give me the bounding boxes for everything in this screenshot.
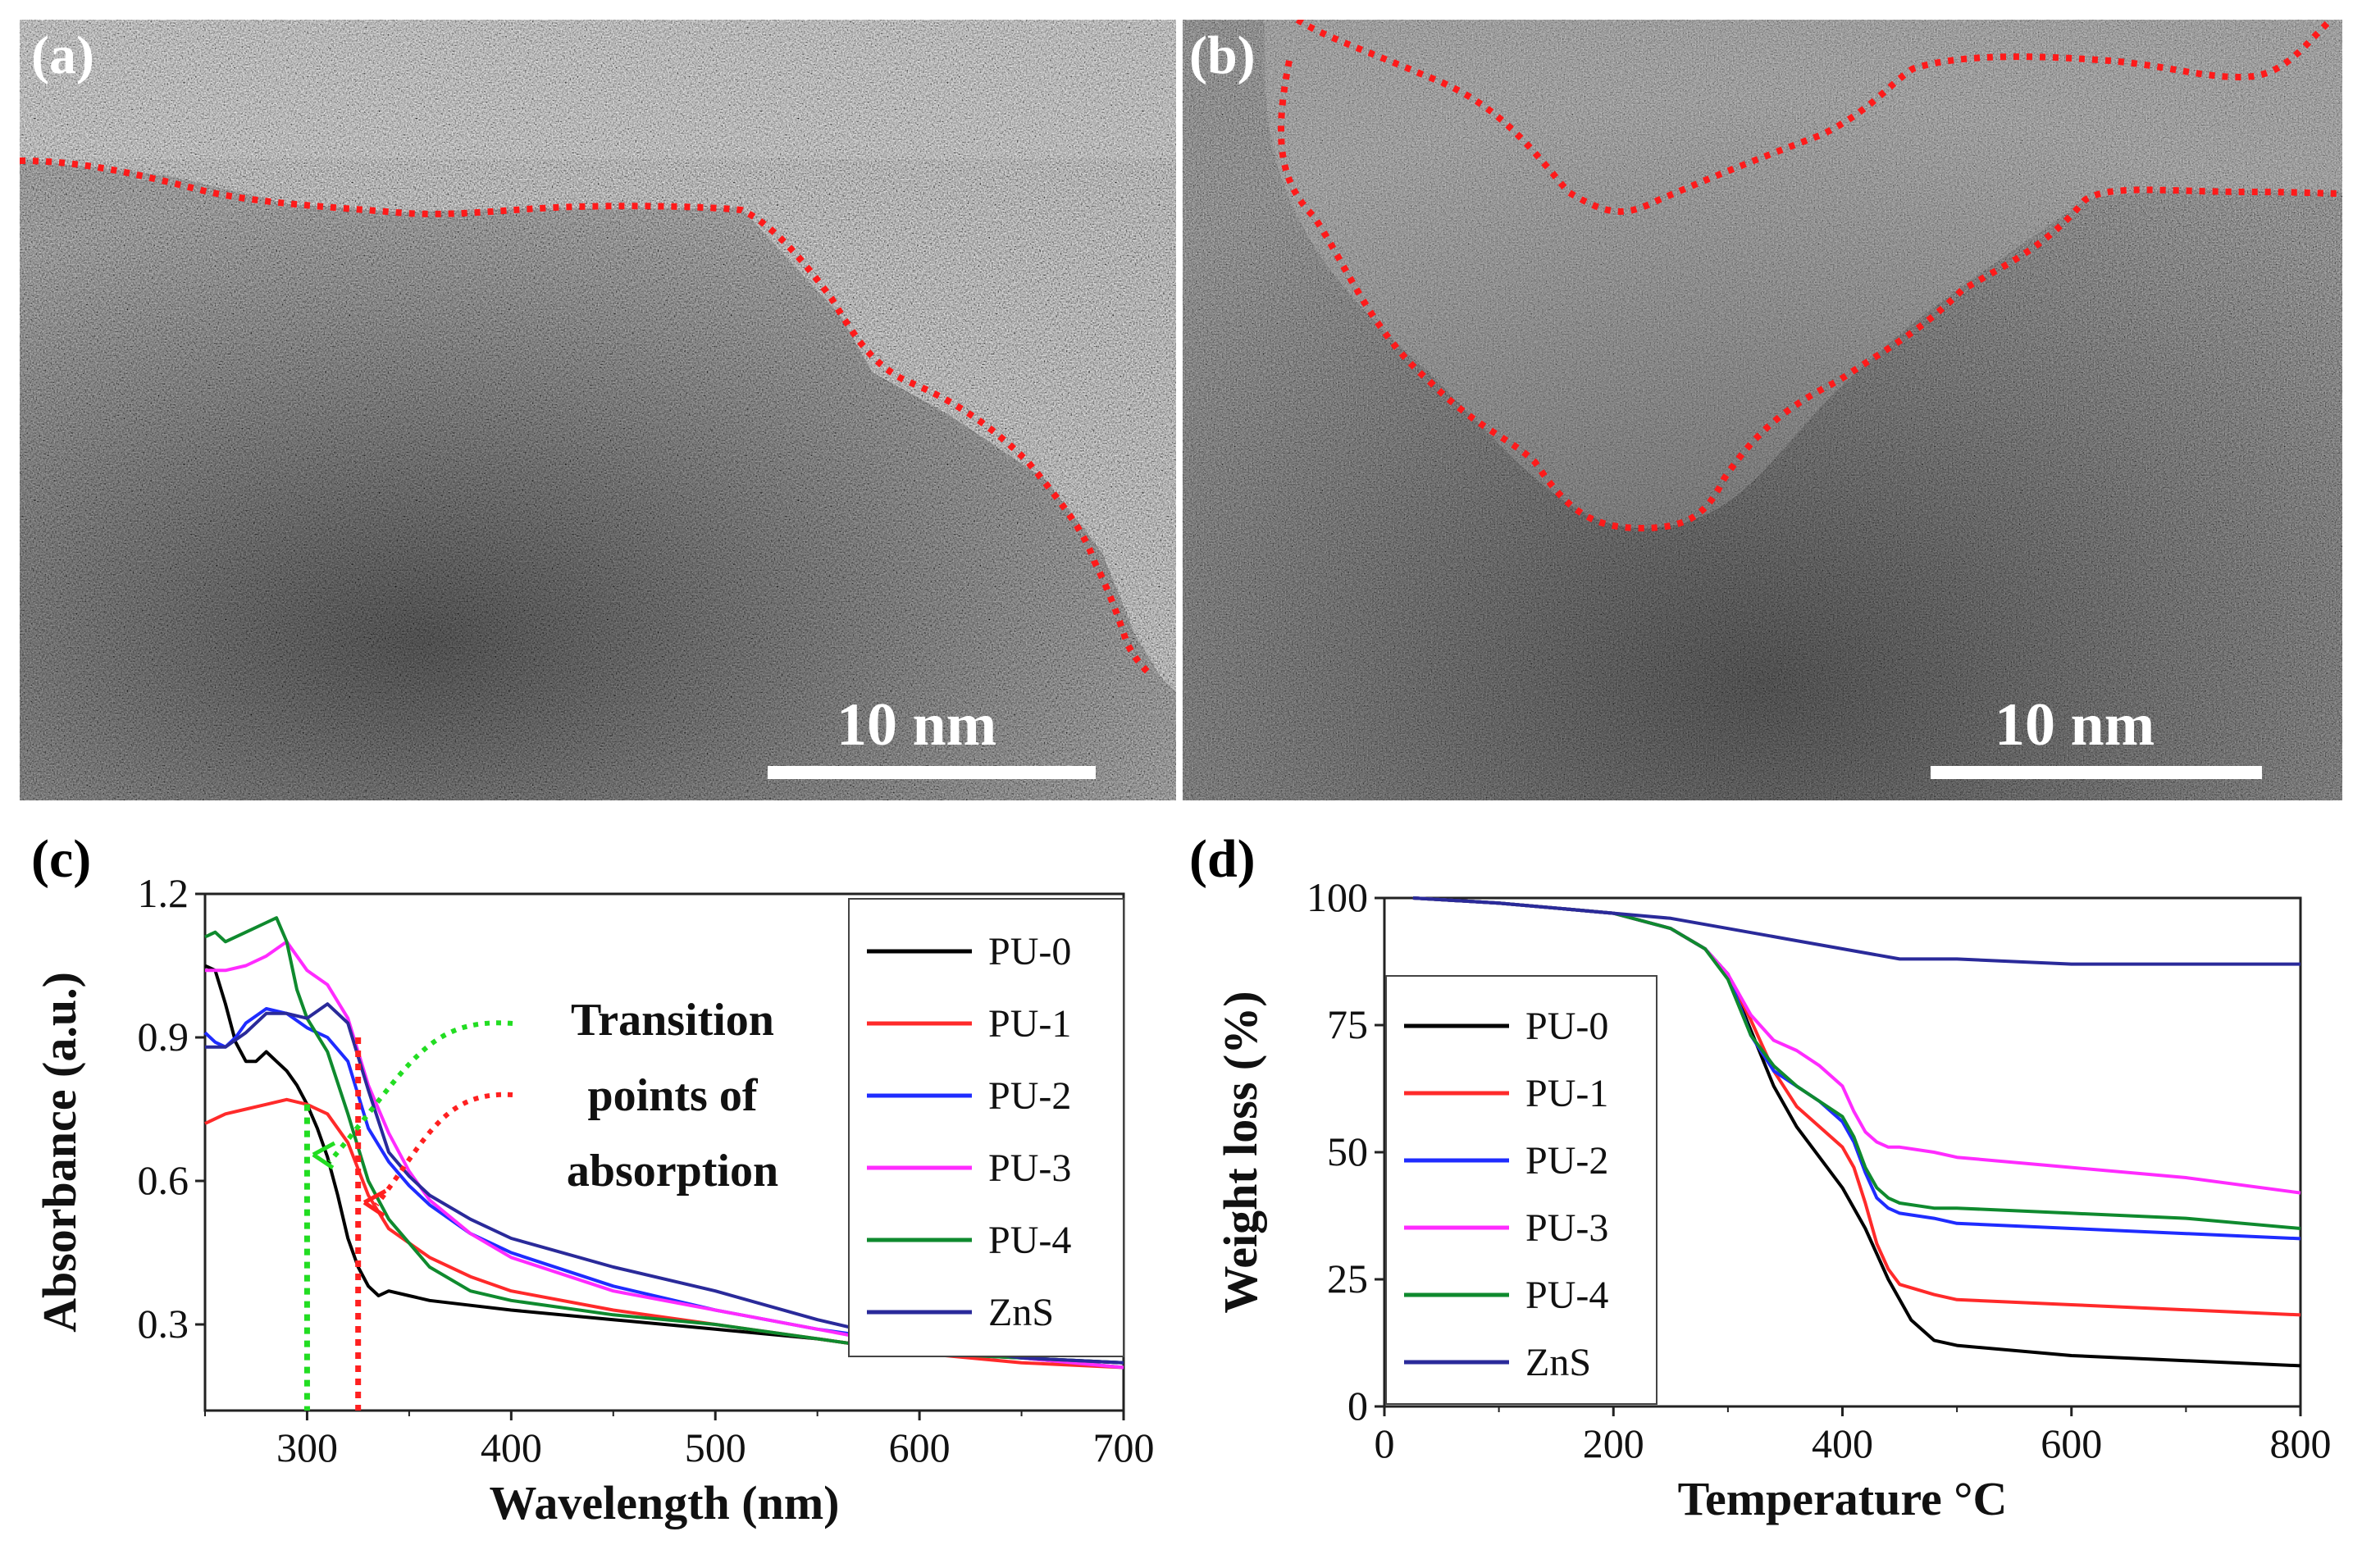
x-tick-label: 500	[685, 1424, 746, 1470]
panel-label-b: (b)	[1189, 25, 1256, 85]
annotation-arrow-green	[327, 1020, 513, 1164]
panel-label-d: (d)	[1189, 829, 1256, 889]
legend-label-pu-1: PU-1	[988, 1002, 1071, 1046]
legend-box	[848, 898, 1124, 1357]
legend-label-pu-0: PU-0	[988, 930, 1071, 973]
boundary-lines-b	[1278, 20, 2342, 532]
legend-label-pu-4: PU-4	[1525, 1274, 1608, 1317]
annotation-text: points of	[588, 1070, 759, 1121]
panel-label-a: (a)	[31, 25, 94, 85]
y-tick-label: 100	[1306, 874, 1368, 920]
series-line-pu-3	[205, 940, 1124, 1370]
x-axis-label: Temperature °C	[1678, 1472, 2008, 1525]
y-tick-label: 50	[1327, 1128, 1368, 1174]
legend-label-pu-2: PU-2	[988, 1074, 1071, 1118]
y-tick-label: 75	[1327, 1001, 1368, 1047]
tem-texture-a	[20, 20, 1176, 800]
legend-label-pu-0: PU-0	[1525, 1005, 1608, 1048]
x-tick-label: 600	[2041, 1420, 2102, 1466]
boundary-line-a	[20, 157, 1154, 678]
legend-label-pu-3: PU-3	[1525, 1206, 1608, 1250]
series-line-zns	[1412, 896, 2300, 966]
y-axis-label: Weight loss (%)	[1214, 991, 1267, 1313]
annotation-arrow-red	[374, 1092, 513, 1206]
tga-chart: 0 200 400 600 800 0 25 50 75 100 Temperature °C Wei…	[1214, 874, 2332, 1525]
x-axis-label: Wavelength (nm)	[490, 1476, 840, 1529]
series-line-pu-4	[1412, 896, 2301, 1230]
legend-label-zns: ZnS	[1525, 1341, 1591, 1384]
series-line-zns	[205, 1002, 1124, 1365]
y-tick-label: 0.6	[138, 1157, 189, 1203]
arrowhead-red	[363, 1189, 387, 1218]
x-tick-label: 200	[1583, 1420, 1644, 1466]
y-tick-label: 0.9	[138, 1014, 189, 1060]
legend-label-zns: ZnS	[988, 1291, 1054, 1334]
annotation-text: Transition	[571, 995, 774, 1046]
y-tick-label: 0.3	[138, 1301, 189, 1347]
scale-bar-a	[768, 766, 1096, 779]
absorbance-chart: 300 400 500 600 700 0.3 0.6 0.9 1.2 Wavelength (n…	[33, 870, 1155, 1529]
series-line-pu-0	[204, 964, 1124, 1365]
x-tick-label: 400	[481, 1424, 542, 1470]
y-tick-label: 0	[1347, 1383, 1368, 1429]
tem-image-b: (b) 10 nm	[1183, 20, 2342, 800]
y-tick-label: 1.2	[138, 870, 189, 916]
annotation-text: absorption	[567, 1146, 778, 1197]
scale-bar-label-a: 10 nm	[837, 691, 997, 759]
x-tick-label: 800	[2270, 1420, 2332, 1466]
scale-bar-label-b: 10 nm	[1995, 691, 2155, 759]
legend-label-pu-1: PU-1	[1525, 1072, 1608, 1115]
legend-box	[1385, 975, 1658, 1405]
x-tick-label: 600	[889, 1424, 951, 1470]
arrowhead-green	[312, 1141, 336, 1169]
x-tick-label: 700	[1093, 1424, 1155, 1470]
panel-label-c: (c)	[31, 829, 92, 889]
x-tick-label: 300	[276, 1424, 338, 1470]
x-tick-label: 400	[1812, 1420, 1873, 1466]
tem-texture-b	[1183, 20, 2342, 800]
series-line-pu-4	[204, 916, 1124, 1365]
scale-bar-b	[1931, 766, 2262, 779]
legend-label-pu-2: PU-2	[1525, 1139, 1608, 1183]
legend-label-pu-3: PU-3	[988, 1146, 1071, 1190]
tem-image-a: (a) 10 nm	[20, 20, 1176, 800]
y-axis-label: Absorbance (a.u.)	[33, 972, 86, 1333]
y-tick-label: 25	[1327, 1256, 1368, 1301]
legend-label-pu-4: PU-4	[988, 1219, 1071, 1262]
x-tick-label: 0	[1375, 1420, 1395, 1466]
